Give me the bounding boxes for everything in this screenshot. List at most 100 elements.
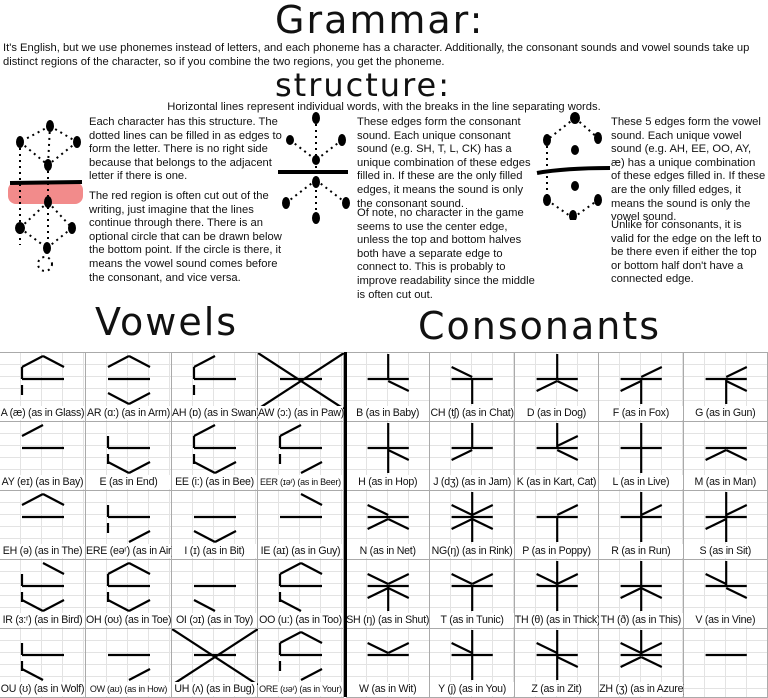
- consonant-cell: N (as in Net): [346, 491, 431, 560]
- glyph-edge-DR: [387, 449, 410, 461]
- vowel-glyph: [278, 424, 323, 474]
- vowel-cell: A (æ) (as in Glass): [0, 353, 86, 422]
- vowel-cell: IE (aɪ) (as in Guy): [258, 491, 344, 560]
- consonant-label: D (as in Dog): [514, 406, 599, 420]
- consonant-cell: D (as in Dog): [514, 353, 600, 422]
- consonant-cell: SH (ŋ) (as in Shut): [346, 560, 431, 629]
- glyph-edge-TR: [42, 493, 65, 506]
- vowel-label: E (as in End): [86, 475, 171, 489]
- consonant-glyph: [367, 354, 410, 392]
- vowel-glyph: [278, 562, 323, 612]
- consonant-label: R (as in Run): [599, 544, 683, 558]
- consonant-glyph: [451, 630, 494, 680]
- vowel-label: OW (aʊ) (as in How): [86, 682, 171, 696]
- vowel-cell: ORE (ʊəʳ) (as in Your): [258, 629, 344, 698]
- consonant-cell: S (as in Sit): [683, 491, 768, 560]
- vowel-cell: OU (ʊ) (as in Wolf): [0, 629, 86, 698]
- vowel-glyph: [21, 493, 65, 519]
- consonants-title: Consonants: [418, 304, 662, 348]
- vowel-cell: OO (u:) (as in Too): [258, 560, 344, 629]
- consonant-label: V (as in Vine): [683, 613, 767, 627]
- consonant-glyph: [536, 504, 579, 542]
- consonant-glyph: [620, 561, 663, 611]
- glyph-edge-TL: [279, 631, 302, 644]
- glyph-edge-TR: [42, 355, 65, 368]
- vowel-cell: OI (ɔɪ) (as in Toy): [172, 560, 258, 629]
- glyph-edge-TR: [300, 493, 323, 506]
- glyph-edge-BL: [107, 599, 130, 612]
- glyph-edge-BL: [193, 461, 216, 474]
- glyph-edge-TL: [279, 424, 302, 437]
- vowel-label: ORE (ʊəʳ) (as in Your): [258, 682, 343, 696]
- consonant-glyph: [451, 573, 494, 611]
- glyph-edge-BL: [193, 530, 216, 543]
- glyph-edge-DR: [387, 518, 410, 530]
- glyph-edge-UR: [387, 573, 410, 585]
- vowel-cell: I (ɪ) (as in Bit): [172, 491, 258, 560]
- vowel-glyph: [280, 493, 323, 519]
- vowel-cell: EER (ɪəʳ) (as in Beer): [258, 422, 344, 491]
- glyph-edge-DL: [367, 518, 389, 530]
- consonant-label: G (as in Gun): [683, 406, 767, 420]
- glyph-edge-UL: [704, 573, 727, 585]
- glyph-edge-TR: [300, 631, 323, 644]
- structure-subtitle: Horizontal lines represent individual wo…: [167, 101, 601, 113]
- glyph-edge-TR: [128, 562, 151, 575]
- vowel-label: EE (i:) (as in Bee): [172, 475, 257, 489]
- vowel-glyph: [106, 505, 151, 543]
- glyph-edge-BR: [300, 461, 323, 474]
- vowels-title: Vowels: [95, 300, 239, 344]
- grammar-intro: It's English, but we use phonemes instea…: [3, 42, 750, 68]
- consonant-label: N (as in Net): [346, 544, 430, 558]
- vowel-glyph: [278, 631, 323, 681]
- consonant-cell: R (as in Run): [599, 491, 684, 560]
- glyph-edge-DR: [472, 518, 494, 530]
- consonant-label: W (as in Wit): [346, 682, 430, 696]
- consonant-cell: [683, 629, 768, 698]
- consonant-glyph: [367, 423, 410, 473]
- consonant-cell: G (as in Gun): [683, 353, 768, 422]
- glyph-edge-BL: [107, 392, 130, 405]
- consonant-glyph: [535, 354, 579, 392]
- glyph-edge-UR: [640, 366, 663, 378]
- consonant-cell: TH (ð) (as in This): [599, 560, 684, 629]
- phoneme-grid: A (æ) (as in Glass) AR (ɑ:) (as in Arm) AH…: [0, 352, 768, 698]
- glyph-edge-DL: [620, 587, 642, 599]
- consonant-glyph: [451, 366, 494, 404]
- consonant-glyph: [451, 423, 494, 461]
- glyph-edge-BL: [279, 599, 302, 612]
- glyph-edge-UR: [725, 366, 747, 378]
- glyph-edge-TL: [107, 355, 130, 368]
- consonant-label: F (as in Fox): [599, 406, 683, 420]
- consonant-cell: Z (as in Zit): [514, 629, 600, 698]
- consonant-cell: P (as in Poppy): [514, 491, 600, 560]
- consonant-label: J (dʒ) (as in Jam): [430, 475, 514, 489]
- glyph-edge-UL: [451, 366, 474, 378]
- vowel-cell: AR (ɑ:) (as in Arm): [86, 353, 172, 422]
- structure-text-3a: These 5 edges form the vowel sound. Each…: [611, 116, 766, 224]
- consonant-glyph: [367, 504, 410, 530]
- consonant-label: S (as in Sit): [683, 544, 767, 558]
- glyph-edge-BR: [214, 530, 237, 543]
- vowel-glyph: [192, 424, 237, 474]
- glyph-edge-DR: [725, 449, 747, 461]
- consonant-cell: T (as in Tunic): [430, 560, 515, 629]
- structure-text-3b: Unlike for consonants, it is valid for t…: [611, 219, 762, 286]
- vowel-cell: IR (ɜ:ʳ) (as in Bird): [0, 560, 86, 629]
- glyph-edge-TL: [193, 424, 216, 437]
- grammar-title: Grammar:: [275, 0, 485, 42]
- vowel-label: A (æ) (as in Glass): [0, 406, 85, 420]
- vowel-glyph: [106, 436, 151, 474]
- vowel-glyph: [20, 562, 65, 612]
- vowel-glyph: [108, 653, 151, 681]
- glyph-edge-UL: [535, 642, 558, 654]
- vowel-label: OO (u:) (as in Too): [258, 613, 343, 627]
- consonant-glyph: [536, 423, 579, 461]
- glyph-edge-BR: [42, 599, 65, 612]
- consonant-cell: ZH (ʒ) (as in Azure): [599, 629, 687, 698]
- glyph-edge-BL: [193, 599, 216, 612]
- vowel-glyph: [192, 355, 236, 395]
- glyph-edge-DL: [704, 449, 727, 461]
- vowel-glyph: [20, 643, 64, 681]
- consonant-label: H (as in Hop): [346, 475, 430, 489]
